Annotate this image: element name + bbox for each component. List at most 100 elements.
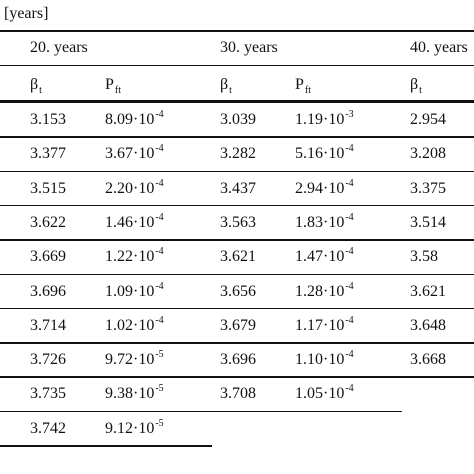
cell: 3.563 — [220, 213, 256, 231]
subscript: ft — [304, 85, 312, 96]
exponent: -4 — [155, 280, 164, 292]
mantissa: 9.38·10 — [105, 385, 155, 403]
cell: 1.02·10-4 — [105, 314, 164, 337]
cell: 3.039 — [220, 111, 256, 128]
rule — [0, 30, 474, 32]
cell: 3.208 — [410, 145, 446, 163]
exponent: -4 — [345, 349, 354, 361]
exponent: -5 — [155, 417, 164, 429]
cell: 9.12·10-5 — [105, 417, 164, 440]
subscript: t — [39, 85, 42, 96]
exponent: -4 — [155, 246, 164, 258]
symbol: β — [220, 76, 229, 93]
cell: 3.377 — [30, 145, 66, 163]
mantissa: 5.16·10 — [295, 145, 345, 163]
cell: 3.696 — [30, 282, 66, 300]
cell: 1.22·10-4 — [105, 246, 164, 268]
mantissa: 1.19·10 — [295, 111, 345, 128]
cell: 2.94·10-4 — [295, 177, 354, 200]
cell: 3.621 — [220, 248, 256, 266]
mantissa: 1.47·10 — [295, 248, 345, 266]
cell: 8.09·10-4 — [105, 109, 164, 131]
cell: 3.726 — [30, 351, 66, 369]
exponent: -4 — [345, 211, 354, 223]
symbol: P — [105, 76, 114, 93]
exponent: -5 — [155, 383, 164, 395]
exponent: -4 — [155, 177, 164, 189]
rule — [0, 445, 212, 447]
symbol: β — [410, 76, 419, 93]
cell: 9.72·10-5 — [105, 349, 164, 371]
subheader: βt — [220, 76, 232, 96]
cell: 3.621 — [410, 282, 446, 300]
mantissa: 8.09·10 — [105, 111, 155, 128]
cell: 9.38·10-5 — [105, 383, 164, 405]
subscript: ft — [114, 85, 122, 96]
rule — [0, 170, 474, 173]
cell: 3.708 — [220, 385, 256, 403]
mantissa: 9.12·10 — [105, 419, 155, 437]
mantissa: 1.28·10 — [295, 282, 345, 300]
mantissa: 1.22·10 — [105, 248, 155, 266]
cell: 3.648 — [410, 316, 446, 334]
exponent: -4 — [345, 143, 354, 155]
rule — [0, 342, 474, 344]
rule — [0, 100, 474, 103]
rule — [0, 136, 474, 138]
exponent: -4 — [345, 383, 354, 395]
subheader: βt — [30, 76, 42, 96]
group-header: 40. years — [410, 39, 468, 56]
exponent: -4 — [345, 177, 354, 189]
cell: 5.16·10-4 — [295, 143, 354, 165]
cell: 3.714 — [30, 316, 66, 334]
caption: [years] — [4, 5, 49, 22]
mantissa: 1.83·10 — [295, 213, 345, 231]
cell: 3.669 — [30, 248, 66, 266]
exponent: -4 — [155, 109, 164, 120]
mantissa: 1.10·10 — [295, 351, 345, 369]
group-header: 30. years — [220, 39, 278, 56]
cell: 1.46·10-4 — [105, 212, 164, 234]
cell: 1.05·10-4 — [295, 383, 354, 405]
exponent: -3 — [345, 109, 354, 120]
cell: 3.515 — [30, 179, 66, 197]
cell: 3.622 — [30, 213, 66, 231]
mantissa: 2.94·10 — [295, 179, 345, 197]
cell: 3.514 — [410, 213, 446, 231]
cell: 1.09·10-4 — [105, 280, 164, 303]
cell: 2.20·10-4 — [105, 177, 164, 200]
exponent: -4 — [345, 246, 354, 258]
cell: 1.47·10-4 — [295, 246, 354, 268]
cell: 3.742 — [30, 419, 66, 437]
subheader: Pft — [295, 76, 311, 96]
symbol: β — [30, 76, 39, 93]
cell: 3.437 — [220, 179, 256, 197]
mantissa: 2.20·10 — [105, 179, 155, 197]
cell: 3.282 — [220, 145, 256, 163]
rule — [0, 239, 474, 241]
subheader: βt — [410, 76, 422, 96]
cell: 1.28·10-4 — [295, 281, 354, 303]
subscript: t — [419, 85, 422, 96]
cell: 3.735 — [30, 385, 66, 403]
cell: 3.679 — [220, 316, 256, 334]
group-header: 20. years — [30, 39, 88, 56]
symbol: P — [295, 76, 304, 93]
mantissa: 9.72·10 — [105, 351, 155, 369]
cell: 1.17·10-4 — [295, 315, 354, 337]
rule — [0, 273, 474, 275]
rule — [0, 204, 474, 207]
cell: 2.954 — [410, 111, 446, 128]
exponent: -5 — [155, 349, 164, 361]
cell: 3.656 — [220, 282, 256, 300]
mantissa: 1.09·10 — [105, 282, 155, 300]
mantissa: 1.17·10 — [295, 316, 345, 334]
mantissa: 1.05·10 — [295, 385, 345, 403]
cell: 3.375 — [410, 179, 446, 197]
exponent: -4 — [155, 314, 164, 326]
rule — [0, 307, 474, 310]
mantissa: 3.67·10 — [105, 145, 155, 163]
cell: 3.67·10-4 — [105, 143, 164, 165]
cell: 3.58 — [410, 248, 438, 266]
